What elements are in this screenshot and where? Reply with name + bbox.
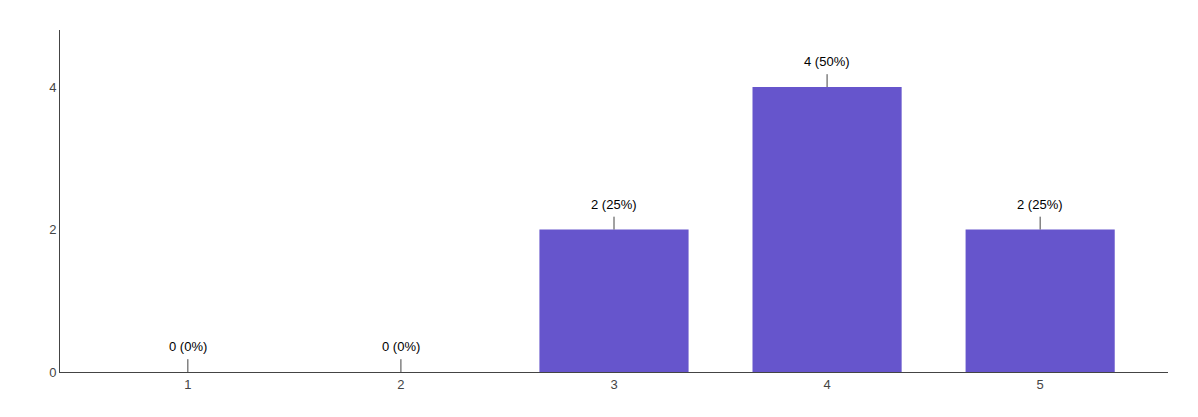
svg-text:0 (0%): 0 (0%): [169, 339, 207, 354]
svg-text:0 (0%): 0 (0%): [382, 339, 420, 354]
svg-text:4: 4: [49, 80, 56, 95]
svg-text:2: 2: [397, 377, 404, 392]
svg-text:0: 0: [49, 365, 56, 380]
svg-text:4: 4: [823, 377, 830, 392]
svg-text:5: 5: [1037, 377, 1044, 392]
svg-text:2 (25%): 2 (25%): [591, 197, 637, 212]
svg-text:1: 1: [184, 377, 191, 392]
svg-text:3: 3: [610, 377, 617, 392]
svg-text:4 (50%): 4 (50%): [804, 54, 850, 69]
svg-text:2: 2: [49, 222, 56, 237]
svg-text:2 (25%): 2 (25%): [1017, 197, 1063, 212]
